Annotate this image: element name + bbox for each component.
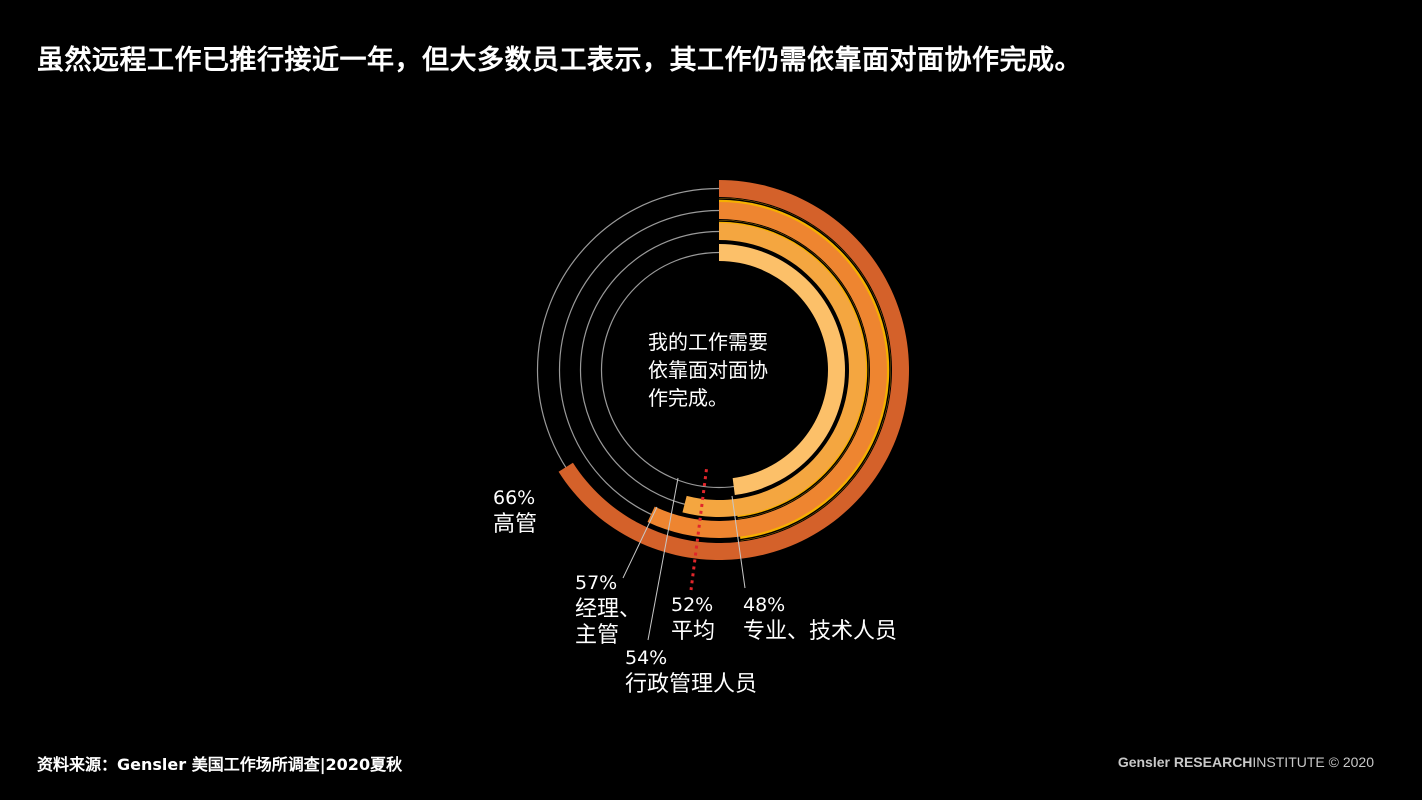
series-value-label-2: 57% — [575, 572, 617, 594]
leader-line-4 — [731, 495, 746, 589]
series-name-label-4: 专业、技术人员 — [743, 619, 897, 644]
center-label-line-3: 作完成。 — [648, 386, 728, 410]
brand-name: Gensler — [1117, 754, 1170, 770]
series-name-label-1: 高管 — [493, 512, 537, 537]
center-label-line-1: 我的工作需要 — [648, 330, 768, 354]
ring-separator-2 — [569, 220, 869, 520]
leader-line-2 — [622, 506, 658, 579]
ring-separator-3 — [590, 241, 848, 499]
arc-4 — [719, 244, 846, 496]
series-name-label-2-2: 主管 — [575, 623, 619, 648]
average-name-label: 平均 — [671, 619, 715, 644]
series-name-label-3: 行政管理人员 — [625, 672, 757, 697]
series-value-label-1: 66% — [493, 487, 535, 509]
leader-line-3 — [647, 477, 679, 641]
brand-research: RESEARCH — [1173, 754, 1253, 770]
source-note: 资料来源：Gensler 美国工作场所调查|2020夏秋 — [37, 755, 403, 774]
ring-separator-1 — [547, 198, 891, 542]
average-value-label: 52% — [671, 594, 713, 616]
headline: 虽然远程工作已推行接近一年，但大多数员工表示，其工作仍需依靠面对面协作完成。 — [37, 45, 1082, 76]
brand-institute: INSTITUTE © 2020 — [1252, 754, 1374, 770]
series-value-label-4: 48% — [743, 594, 785, 616]
center-label-line-2: 依靠面对面协 — [648, 358, 768, 382]
series-value-label-3: 54% — [625, 647, 667, 669]
series-name-label-2-1: 经理、 — [575, 597, 641, 622]
brand-credit: Gensler RESEARCHINSTITUTE © 2020 — [1118, 754, 1374, 770]
